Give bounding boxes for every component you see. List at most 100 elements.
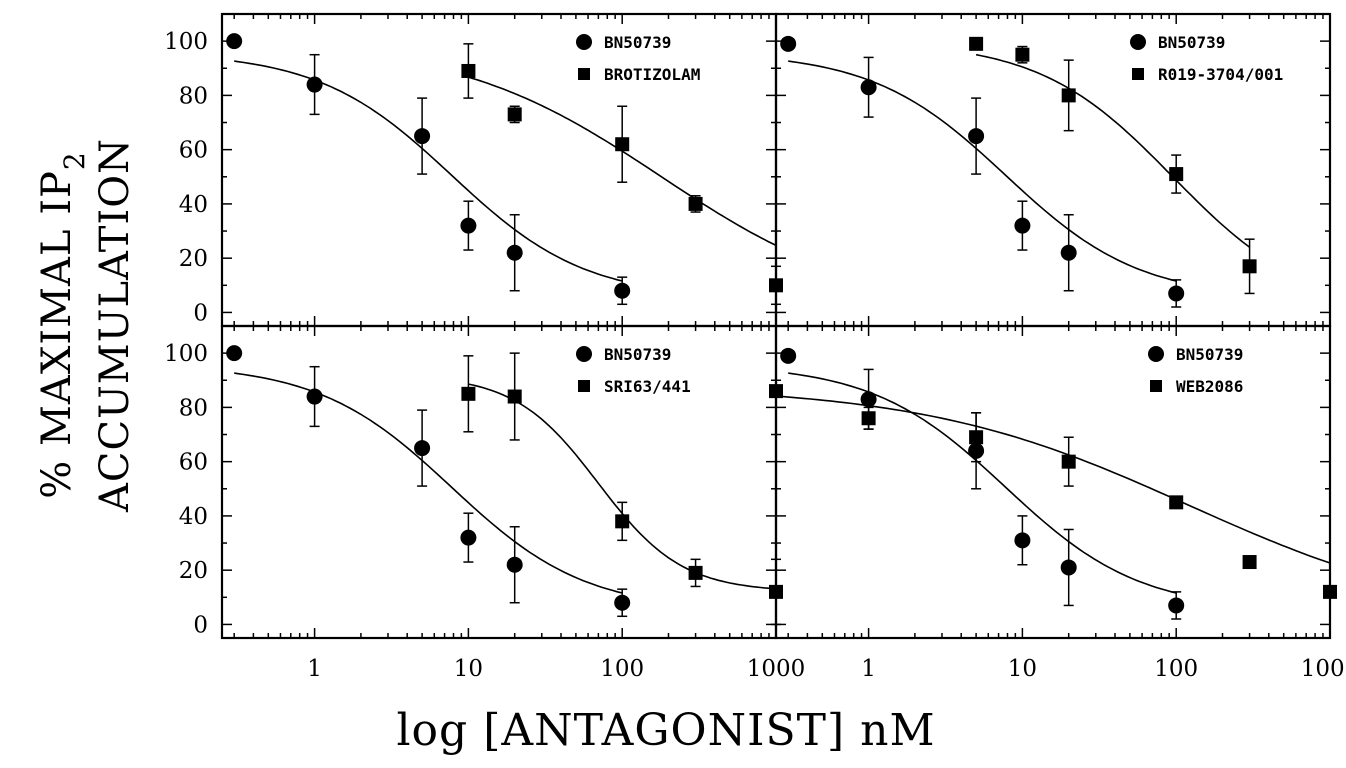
legend-marker — [1130, 34, 1146, 50]
x-tick-label-1: 1 — [861, 656, 876, 682]
legend-marker — [1148, 346, 1164, 362]
legend-label-bn50739: BN50739 — [1176, 345, 1243, 364]
y-tick-label-0: 0 — [193, 612, 208, 638]
series-bn50739: BN50739 — [780, 345, 1243, 620]
data-point — [861, 411, 876, 426]
data-point — [1015, 47, 1030, 62]
y-tick-label-40: 40 — [179, 192, 208, 218]
y-tick-label-80: 80 — [179, 83, 208, 109]
data-point — [969, 36, 984, 51]
y-axis-title-line2: ACCUMULATION — [92, 138, 138, 513]
data-point — [1060, 244, 1077, 261]
data-point — [507, 389, 522, 404]
data-point — [968, 128, 985, 145]
x-tick-label-10: 10 — [454, 656, 483, 682]
data-point — [460, 217, 477, 234]
data-point — [1242, 555, 1257, 570]
data-point — [860, 79, 877, 96]
y-tick-label-20: 20 — [179, 246, 208, 272]
y-axis-title: % MAXIMAL IP2 ACCUMULATION — [34, 138, 138, 513]
data-point — [460, 529, 477, 546]
panel-frame — [774, 324, 1332, 640]
legend-label-bn50739: BN50739 — [604, 33, 671, 52]
legend-label-bn50739: BN50739 — [604, 345, 671, 364]
legend-marker — [578, 68, 590, 80]
data-point — [507, 107, 522, 122]
data-point — [414, 440, 431, 457]
panel-bottom-right: 1 10 100 1000 BN50739 WEB2086 — [769, 324, 1346, 682]
series-bn50739: BN50739 — [226, 33, 671, 306]
legend-label-web2086: WEB2086 — [1176, 377, 1243, 396]
y-axis-title-subscript: 2 — [58, 151, 91, 170]
series-brotizolam: BROTIZOLAM — [461, 43, 783, 306]
y-tick-label-20: 20 — [179, 558, 208, 584]
legend-label-brotizolam: BROTIZOLAM — [604, 65, 700, 84]
data-point — [1061, 88, 1076, 103]
fit-curve-web2086 — [775, 395, 1331, 564]
series-bn50739: BN50739 — [780, 33, 1225, 308]
fit-curve-bn50739 — [788, 60, 1177, 282]
data-point — [461, 386, 476, 401]
x-tick-label-100: 100 — [1154, 656, 1198, 682]
data-point — [1169, 167, 1184, 182]
data-point — [1014, 217, 1031, 234]
svg-text:% MAXIMAL IP2: % MAXIMAL IP2 — [34, 151, 91, 499]
legend-label-bn50739: BN50739 — [1158, 33, 1225, 52]
legend-marker — [576, 34, 592, 50]
data-point — [306, 76, 323, 93]
data-point — [461, 63, 476, 78]
data-point — [1169, 495, 1184, 510]
x-tick-label-100: 100 — [600, 656, 644, 682]
y-tick-label-40: 40 — [179, 504, 208, 530]
data-point — [769, 384, 783, 399]
data-point — [969, 430, 984, 445]
data-point — [780, 35, 797, 52]
x-axis-title: log [ANTAGONIST] nM — [396, 705, 935, 756]
data-point — [1168, 597, 1185, 614]
series-r019-3704-001: R019-3704/001 — [969, 36, 1283, 295]
data-point — [1014, 532, 1031, 549]
panel-frame — [774, 12, 1332, 328]
y-tick-label-100: 100 — [164, 341, 208, 367]
panel-frame — [220, 12, 778, 328]
y-axis-title-line1: % MAXIMAL IP — [34, 170, 80, 499]
data-point — [615, 514, 630, 529]
data-point — [414, 128, 431, 145]
panel-top-right: BN50739 R019-3704/001 — [774, 12, 1332, 328]
data-point — [226, 33, 243, 50]
x-tick-label-1000: 1000 — [1301, 656, 1346, 682]
data-point — [1061, 454, 1076, 469]
data-point — [506, 244, 523, 261]
fit-curve-bn50739 — [234, 60, 623, 282]
data-point — [226, 345, 243, 362]
x-tick-label-1: 1 — [307, 656, 322, 682]
panel-frame — [220, 324, 778, 640]
data-point — [688, 196, 703, 211]
fit-curve-bn50739 — [234, 372, 623, 594]
legend-label-r019-3704-001: R019-3704/001 — [1158, 65, 1283, 84]
y-tick-label-60: 60 — [179, 138, 208, 164]
y-tick-label-60: 60 — [179, 450, 208, 476]
data-point — [1242, 259, 1257, 274]
legend-marker — [1132, 68, 1144, 80]
data-point — [614, 282, 631, 299]
x-tick-label-1000: 1000 — [747, 656, 806, 682]
y-tick-label-0: 0 — [193, 300, 208, 326]
y-tick-label-80: 80 — [179, 395, 208, 421]
legend-marker — [578, 380, 590, 392]
data-point — [688, 565, 703, 580]
fit-curve-r019-3704-001 — [975, 53, 1251, 248]
data-point — [1323, 584, 1337, 599]
data-point — [506, 556, 523, 573]
series-sri63-441: SRI63/441 — [461, 352, 783, 626]
y-tick-label-100: 100 — [164, 29, 208, 55]
data-point — [1060, 559, 1077, 576]
series-bn50739: BN50739 — [226, 345, 671, 618]
x-tick-label-10: 10 — [1008, 656, 1037, 682]
legend-marker — [576, 346, 592, 362]
data-point — [615, 137, 630, 152]
legend-marker — [1150, 380, 1162, 392]
data-point — [306, 388, 323, 405]
